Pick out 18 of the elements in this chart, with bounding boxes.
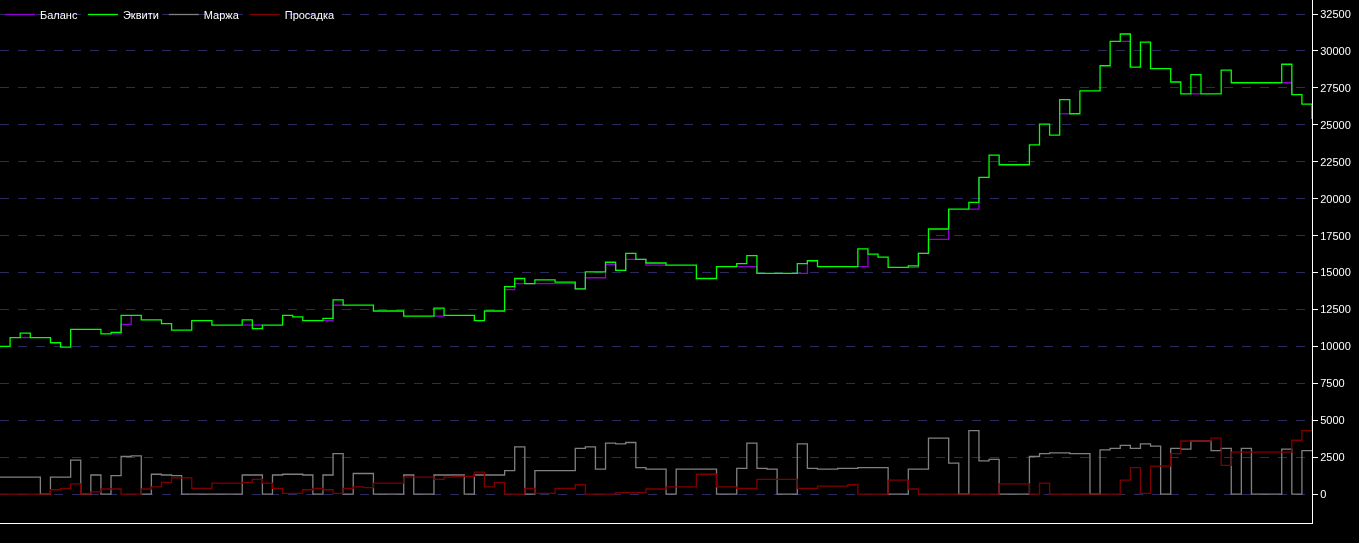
y-tick-label: 27500	[1320, 81, 1351, 94]
y-tick-label: 20000	[1320, 192, 1351, 205]
y-tick-label: 32500	[1320, 7, 1351, 20]
y-tick-label: 5000	[1320, 414, 1345, 427]
y-tick-label: 25000	[1320, 118, 1351, 131]
y-tick-label: 7500	[1320, 377, 1345, 390]
y-tick-label: 22500	[1320, 155, 1351, 168]
legend-label: Баланс	[40, 8, 78, 21]
legend-label: Маржа	[203, 8, 240, 21]
y-tick-label: 0	[1320, 488, 1327, 501]
y-tick-label: 15000	[1320, 266, 1351, 279]
legend-label: Просадка	[284, 8, 335, 21]
y-tick-label: 2500	[1320, 451, 1345, 464]
legend-label: Эквити	[122, 8, 159, 21]
y-tick-label: 30000	[1320, 44, 1351, 57]
y-tick-label: 17500	[1320, 229, 1351, 242]
y-tick-label: 12500	[1320, 303, 1351, 316]
y-tick-label: 10000	[1320, 340, 1351, 353]
